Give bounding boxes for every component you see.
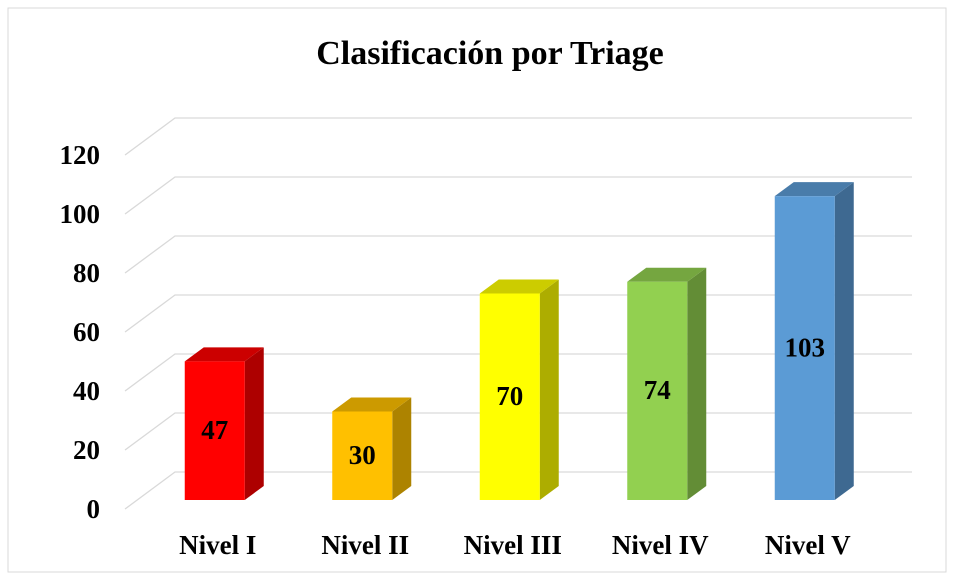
bar (627, 281, 688, 500)
x-tick-label: Nivel II (321, 530, 409, 560)
data-label: 103 (785, 332, 826, 362)
y-tick-label: 0 (87, 494, 101, 524)
bar-top (184, 347, 264, 362)
bar-top (774, 182, 854, 197)
y-tick-label: 80 (73, 258, 100, 288)
data-label: 47 (201, 415, 228, 445)
y-tick-label: 120 (60, 140, 101, 170)
x-tick-label: Nivel III (464, 530, 562, 560)
y-tick-label: 40 (73, 376, 100, 406)
bar-side (539, 279, 559, 500)
bar (332, 411, 393, 500)
y-tick-label: 20 (73, 435, 100, 465)
y-tick-label: 100 (60, 199, 101, 229)
data-label: 70 (496, 381, 523, 411)
bar-top (332, 397, 412, 412)
x-tick-label: Nivel I (179, 530, 256, 560)
x-tick-label: Nivel IV (612, 530, 709, 560)
x-tick-label: Nivel V (765, 530, 851, 560)
bar-top (627, 267, 707, 282)
chart-title: Clasificación por Triage (316, 35, 664, 72)
data-label: 74 (644, 375, 671, 405)
bar (479, 293, 540, 500)
bar-top (479, 279, 559, 294)
grid-line (124, 235, 912, 274)
grid-line (124, 117, 912, 156)
data-label: 30 (349, 440, 376, 470)
bar-side (834, 182, 854, 500)
bar-side (687, 267, 707, 500)
bar (774, 196, 835, 500)
grid-line (124, 176, 912, 215)
bar-side (392, 397, 412, 500)
bar (184, 361, 245, 500)
bar-side (244, 347, 264, 500)
y-tick-label: 60 (73, 317, 100, 347)
